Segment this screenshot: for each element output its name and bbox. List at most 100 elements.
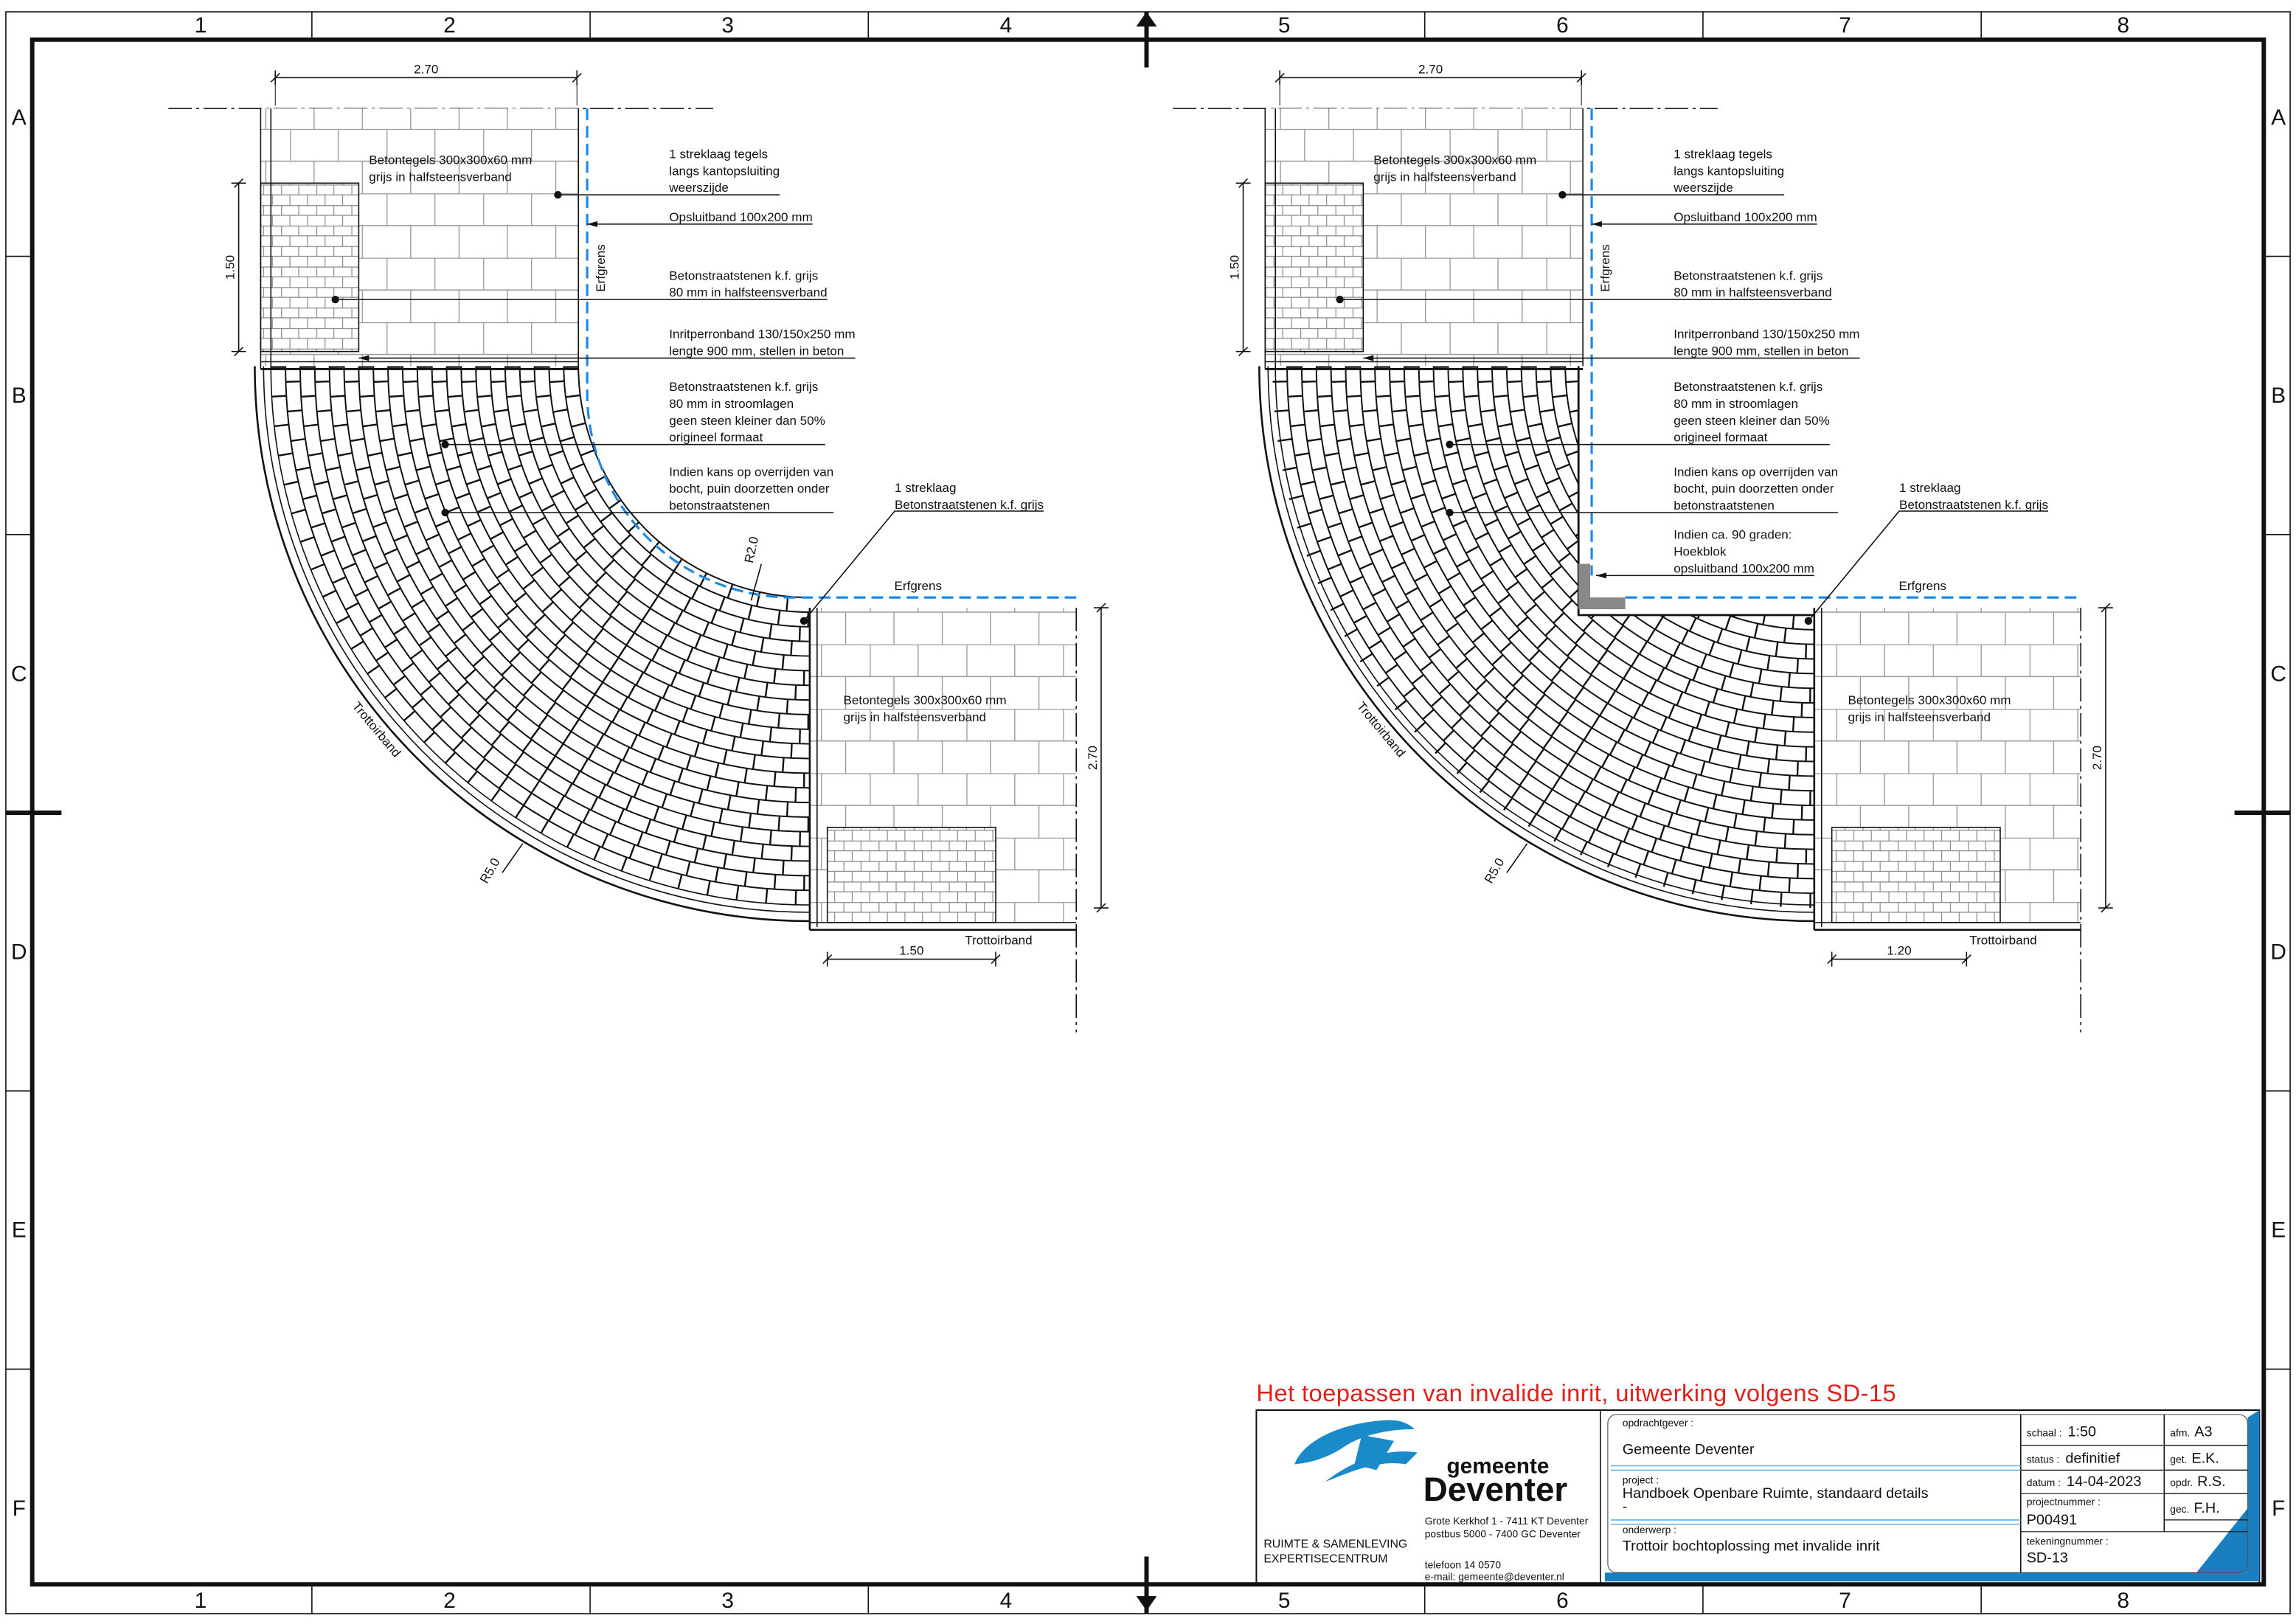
row-label: A: [12, 105, 27, 130]
annotation: Betonstraatstenen k.f. grijs: [1674, 268, 1822, 282]
column-label: 6: [1556, 1589, 1569, 1613]
curved-curb: [263, 366, 810, 913]
annotation: geen steen kleiner dan 50%: [669, 414, 825, 428]
dimension-tick: [1827, 954, 1837, 965]
annotation: Hoekblok: [1674, 545, 1727, 559]
dimension-tick: [991, 954, 1001, 965]
radius-label: R5.0: [1482, 856, 1507, 886]
annotation: Indien kans op overrijden van: [669, 465, 833, 479]
leader-dot: [441, 440, 449, 448]
field-label: get.: [2170, 1453, 2187, 1465]
row-label: D: [2270, 940, 2286, 965]
curb-label: Trottoirband: [350, 699, 403, 760]
paver-course: [416, 366, 810, 760]
row-label: E: [2271, 1218, 2286, 1243]
paver-joints: [1433, 366, 1814, 747]
annotation: bocht, puin doorzetten onder: [669, 482, 830, 496]
dimension-label: 1.50: [1228, 255, 1242, 280]
paver-course: [1330, 366, 1814, 850]
annotation: 1 streklaag tegels: [669, 148, 768, 162]
field-value: SD-13: [2027, 1550, 2068, 1566]
curved-paving: [1272, 366, 1814, 909]
radius-label: R5.0: [477, 856, 502, 886]
material-label: grijs in halfsteensverband: [844, 710, 987, 724]
paver-course: [387, 366, 810, 789]
field-value: Handboek Openbare Ruimte, standaard deta…: [1623, 1485, 1929, 1502]
curb-label: Trottoirband: [965, 934, 1032, 948]
field-label: status :: [2027, 1453, 2060, 1465]
material-label: Betontegels 300x300x60 mm: [1848, 693, 2011, 707]
department: RUIMTE & SAMENLEVING: [1263, 1538, 1407, 1551]
field-value: Trottoir bochtoplossing met invalide inr…: [1623, 1538, 1880, 1555]
annotation: weerszijde: [1673, 181, 1733, 195]
curved-curb: [1258, 366, 1814, 923]
annotation: opsluitband 100x200 mm: [1674, 561, 1814, 575]
paver-course: [578, 366, 810, 599]
corner-block: [1578, 563, 1626, 610]
leader-dot: [331, 295, 339, 304]
property-label: Erfgrens: [1598, 244, 1612, 291]
material-label: Betontegels 300x300x60 mm: [369, 153, 532, 167]
annotation: betonstraatstenen: [1674, 499, 1775, 513]
annotation: Opsluitband 100x200 mm: [669, 210, 812, 224]
paver-course: [313, 366, 810, 862]
paver-course: [533, 366, 810, 642]
paver-course: [1389, 366, 1814, 792]
field-label: gec.: [2170, 1503, 2189, 1515]
address: e-mail: gemeente@deventer.nl: [1425, 1570, 1564, 1582]
column-label: 8: [2117, 1589, 2129, 1613]
paver-course: [343, 366, 810, 833]
logo-text: Deventer: [1423, 1471, 1568, 1508]
paver-course: [1432, 366, 1814, 748]
field-label: projectnummer :: [2027, 1496, 2101, 1507]
annotation: geen steen kleiner dan 50%: [1674, 414, 1830, 428]
field-value: R.S.: [2197, 1474, 2226, 1490]
column-label: 2: [443, 1589, 456, 1613]
address: postbus 5000 - 7400 GC Deventer: [1425, 1528, 1581, 1540]
paving-bricks: [1264, 182, 1364, 353]
curb-label: Trottoirband: [1969, 934, 2036, 948]
annotation: Inritperronband 130/150x250 mm: [669, 327, 855, 341]
paving-bricks: [260, 182, 360, 353]
paver-course: [504, 366, 810, 672]
field-value: 1:50: [2067, 1424, 2096, 1440]
paver-joints: [1550, 366, 1814, 630]
dimension-tick: [1576, 72, 1586, 83]
revision-note: Het toepassen van invalide inrit, uitwer…: [1256, 1379, 1896, 1406]
curved-curb: [270, 366, 810, 906]
column-label: 1: [195, 1589, 207, 1613]
paver-course: [1286, 366, 1814, 895]
material-label: grijs in halfsteensverband: [1848, 710, 1991, 724]
paver-joints: [490, 366, 810, 686]
leader-arrow: [1596, 572, 1606, 579]
annotation: Betonstraatstenen k.f. grijs: [895, 498, 1044, 512]
annotation: bocht, puin doorzetten onder: [1674, 482, 1834, 496]
logo-text: gemeente: [1447, 1454, 1550, 1478]
paver-course: [563, 366, 810, 613]
row-label: C: [11, 662, 27, 686]
paver-joints: [1506, 366, 1814, 674]
paver-course: [299, 366, 810, 877]
dimension-tick: [822, 954, 833, 965]
field-value: E.K.: [2191, 1450, 2219, 1466]
paver-course: [328, 366, 810, 847]
paver-joints: [373, 366, 810, 803]
dimension-label: 1.50: [223, 255, 237, 280]
row-label: F: [13, 1496, 26, 1521]
curb-label: Trottoirband: [1354, 699, 1408, 760]
radius-label: R2.0: [742, 535, 761, 564]
dimension-tick: [270, 72, 280, 83]
field-label: opdrachtgever :: [1623, 1417, 1693, 1429]
paver-course: [548, 366, 810, 628]
leader-dot: [1446, 508, 1454, 517]
field-label: opdr.: [2170, 1476, 2193, 1488]
material-label: grijs in halfsteensverband: [369, 170, 511, 184]
property-label: Erfgrens: [1898, 579, 1946, 593]
paver-course: [1345, 366, 1814, 836]
leader-dot: [800, 617, 808, 625]
column-label: 4: [1000, 1589, 1013, 1613]
paver-joints: [1316, 366, 1814, 864]
field-label: schaal :: [2027, 1427, 2062, 1439]
curved-curb: [254, 366, 810, 923]
annotation: weerszijde: [668, 181, 729, 195]
